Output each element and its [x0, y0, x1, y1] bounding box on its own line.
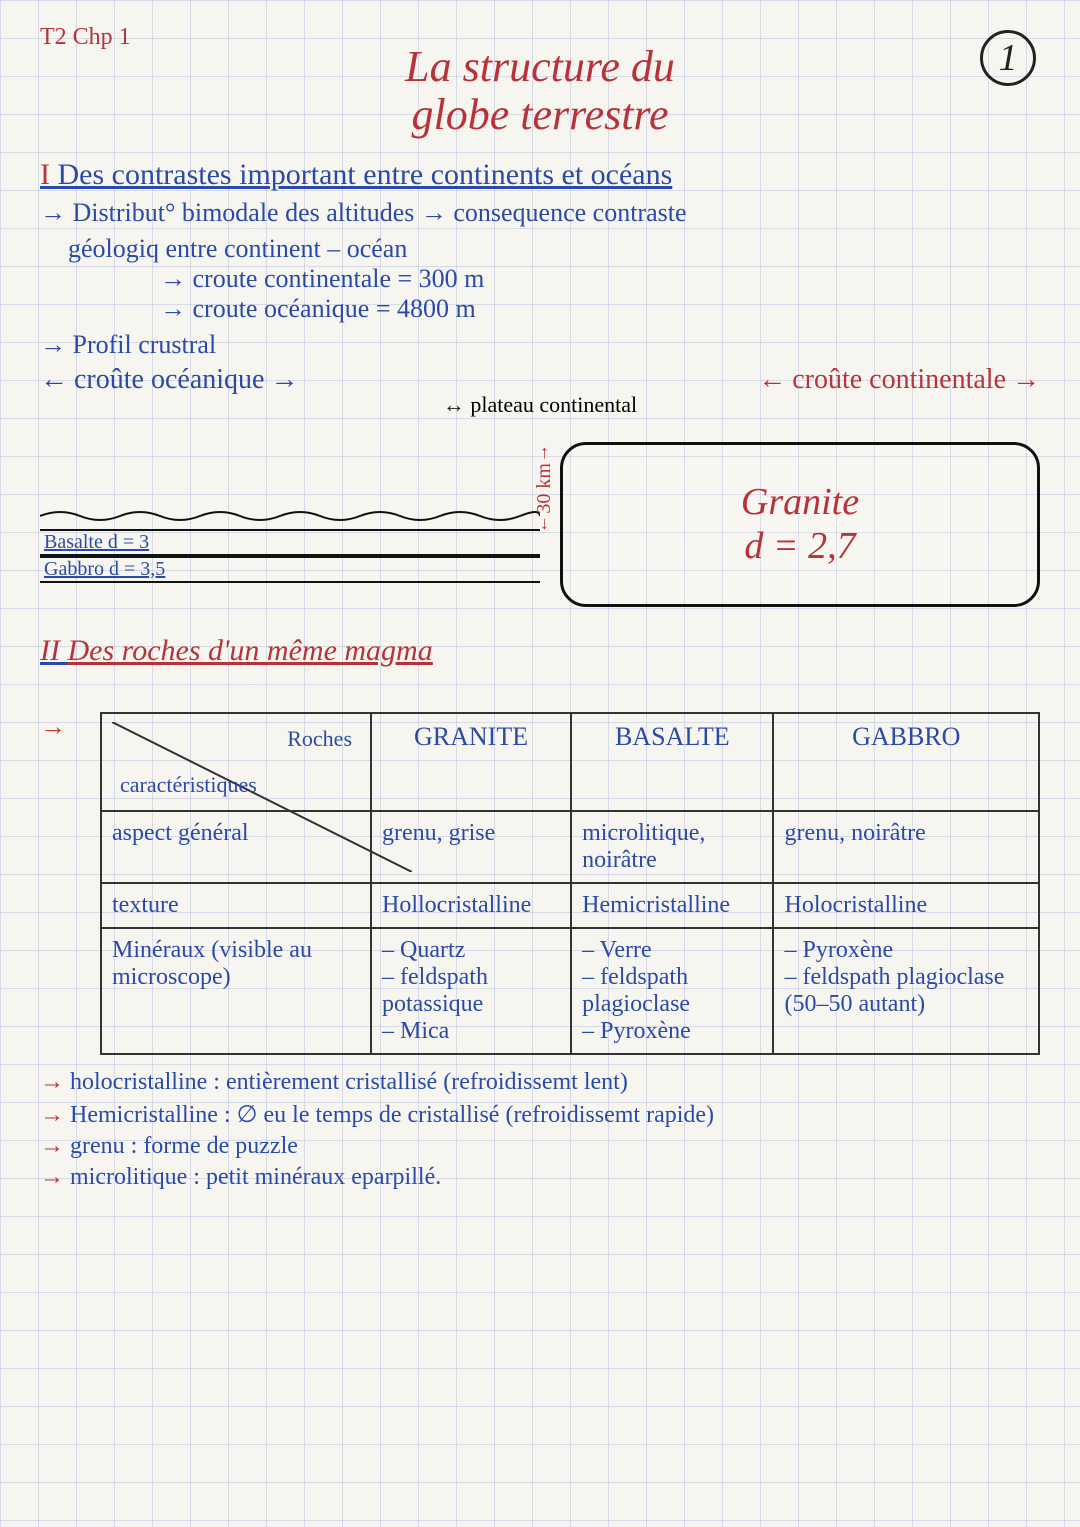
- def-4: → microlitique : petit minéraux eparpill…: [40, 1164, 1040, 1191]
- s1-l3-text: → Profil crustral: [40, 330, 216, 359]
- cell: Hemicristalline: [571, 883, 773, 928]
- cell: – Quartz – feldspath potassique – Mica: [371, 928, 571, 1054]
- diag-top-label: Roches: [287, 726, 352, 752]
- section-2-roman: II: [40, 634, 60, 667]
- gabbro-text: Gabbro d = 3,5: [44, 558, 165, 581]
- granite-block: Granite d = 2,7: [560, 442, 1040, 607]
- cell: microlitique, noirâtre: [571, 811, 773, 883]
- basalte-text: Basalte d = 3: [44, 531, 149, 554]
- gabbro-layer: Gabbro d = 3,5: [40, 556, 540, 583]
- section-1-roman: I: [40, 158, 50, 191]
- arrow-up-icon: ↑: [540, 442, 549, 463]
- title-line-2: globe terrestre: [40, 91, 1040, 139]
- def-3: → grenu : forme de puzzle: [40, 1133, 1040, 1160]
- continental-crust-label: croûte continentale: [758, 364, 1040, 396]
- page-title: La structure du globe terrestre: [40, 43, 1040, 140]
- page-number: 1: [980, 30, 1036, 86]
- cell: – Pyroxène – feldspath plagioclase (50–5…: [773, 928, 1039, 1054]
- section-2-heading: II Des roches d'un même magma: [40, 634, 1040, 668]
- cell: Holocristalline: [773, 883, 1039, 928]
- section-1-heading: I Des contrastes important entre contine…: [40, 158, 1040, 192]
- table-row: Minéraux (visible au microscope) – Quart…: [101, 928, 1039, 1054]
- table-diagonal-header: Roches caractéristiques: [101, 713, 371, 811]
- title-line-1: La structure du: [40, 43, 1040, 91]
- oceanic-crust-label: croûte océanique: [40, 364, 298, 396]
- table-row: texture Hollocristalline Hemicristalline…: [101, 883, 1039, 928]
- s1-line-1: → Distribut° bimodale des altitudes → co…: [40, 198, 1040, 228]
- thickness-label: 30 km: [533, 463, 556, 514]
- def-2-text: Hemicristalline : ∅ eu le temps de crist…: [70, 1102, 714, 1128]
- cell: grenu, noirâtre: [773, 811, 1039, 883]
- note-page: { "header": { "chapter": "T2 Chp 1", "ti…: [0, 0, 1080, 1527]
- col-basalte: BASALTE: [571, 713, 773, 811]
- row-2-label: Minéraux (visible au microscope): [101, 928, 371, 1054]
- definitions: → holocristalline : entièrement cristall…: [40, 1069, 1040, 1191]
- ocean-surface-wave: [40, 504, 540, 524]
- def-1-text: holocristalline : entièrement cristallis…: [70, 1069, 628, 1095]
- granite-label: Granite d = 2,7: [741, 480, 859, 568]
- section-1-heading-text: Des contrastes important entre continent…: [58, 158, 673, 191]
- s1-bullet-1: → croute continentale = 300 m: [160, 264, 1040, 294]
- s1-l1-text: → Distribut° bimodale des altitudes → co…: [40, 198, 687, 227]
- crust-diagram: Basalte d = 3 Gabbro d = 3,5 ↑ 30 km ↓ G…: [40, 424, 1040, 624]
- diag-bottom-label: caractéristiques: [120, 772, 257, 798]
- section-2-heading-text: Des roches d'un même magma: [67, 634, 432, 667]
- row-1-label: texture: [101, 883, 371, 928]
- s1-line-3: → Profil crustral: [40, 330, 1040, 360]
- granite-name: Granite: [741, 480, 859, 524]
- rocks-table: Roches caractéristiques GRANITE BASALTE …: [100, 712, 1040, 1055]
- arrow-icon: →: [40, 712, 66, 741]
- def-3-text: grenu : forme de puzzle: [70, 1133, 298, 1159]
- page-number-value: 1: [999, 36, 1018, 80]
- def-2: → Hemicristalline : ∅ eu le temps de cri…: [40, 1100, 1040, 1129]
- cell: Hollocristalline: [371, 883, 571, 928]
- s1-line-2: géologiq entre continent – océan: [68, 234, 1040, 264]
- oceanic-layers: Basalte d = 3 Gabbro d = 3,5: [40, 504, 540, 583]
- cell: – Verre – feldspath plagioclase – Pyroxè…: [571, 928, 773, 1054]
- def-4-text: microlitique : petit minéraux eparpillé.: [70, 1164, 441, 1190]
- def-1: → holocristalline : entièrement cristall…: [40, 1069, 1040, 1096]
- s1-bullet-2: → croute océanique = 4800 m: [160, 294, 1040, 324]
- granite-density: d = 2,7: [741, 524, 859, 568]
- arrow-down-icon: ↓: [540, 513, 549, 534]
- table-header-row: Roches caractéristiques GRANITE BASALTE …: [101, 713, 1039, 811]
- col-gabbro: GABBRO: [773, 713, 1039, 811]
- plateau-text: plateau continental: [470, 392, 637, 417]
- basalte-layer: Basalte d = 3: [40, 529, 540, 556]
- thickness-arrow: ↑ 30 km ↓: [533, 442, 556, 535]
